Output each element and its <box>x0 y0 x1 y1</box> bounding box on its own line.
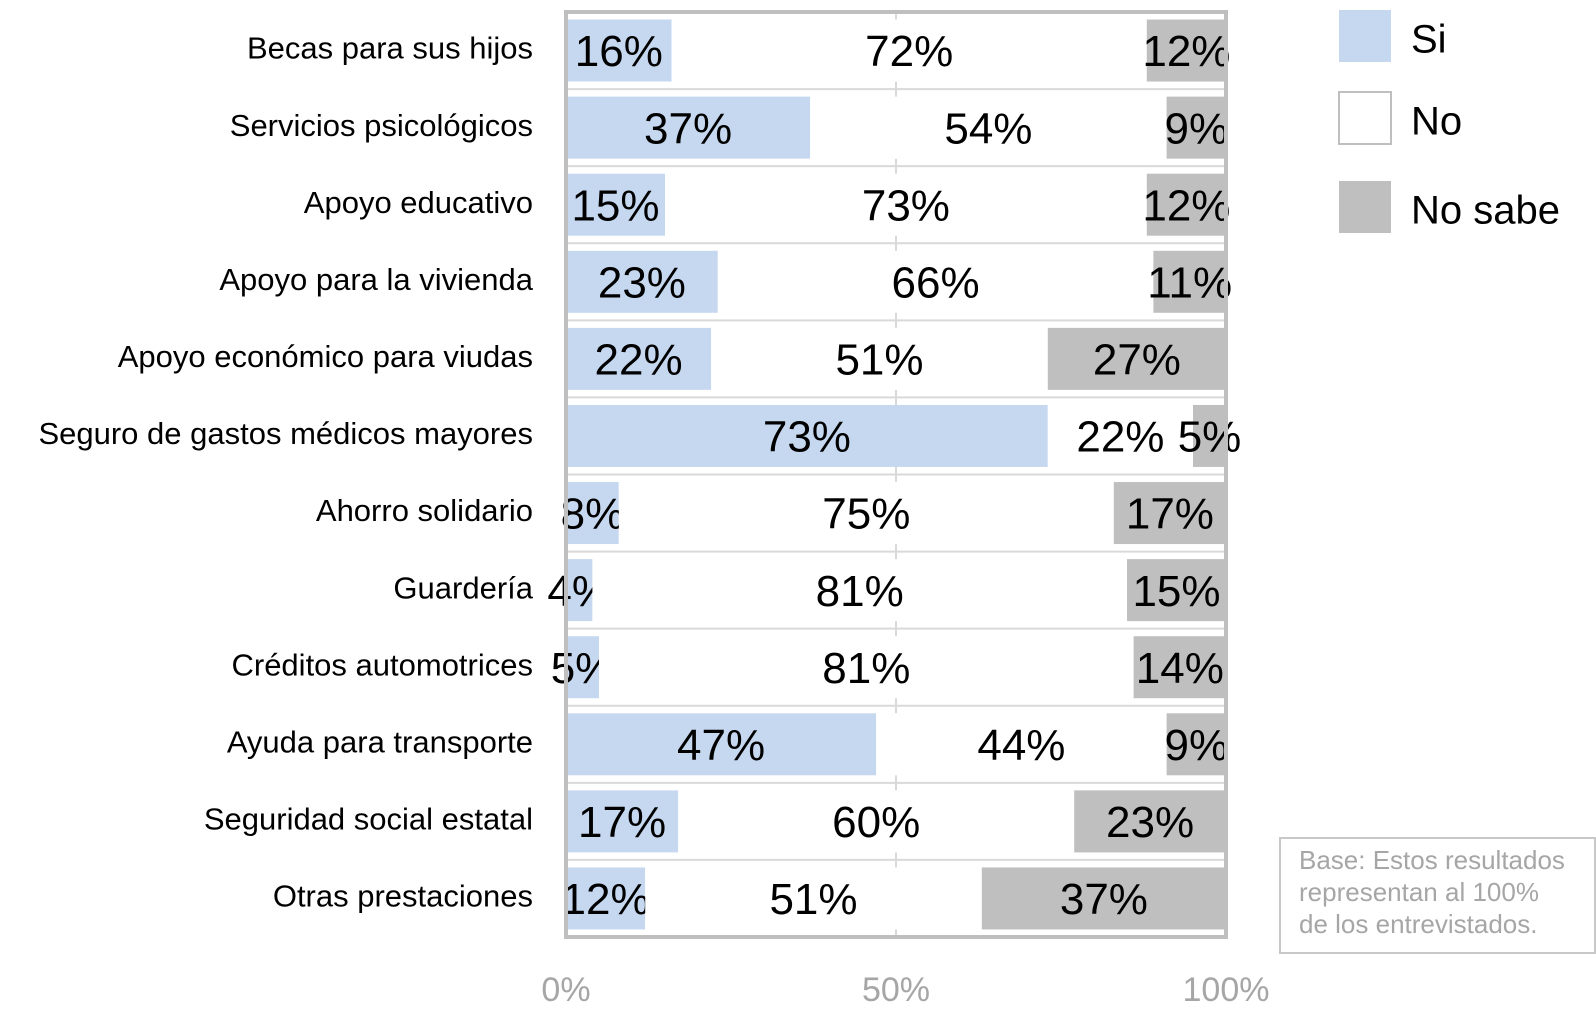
data-label: 75% <box>822 490 910 539</box>
bar-segment <box>1133 636 1226 699</box>
data-label: 12% <box>1142 181 1230 230</box>
y-tick-label: Apoyo para la vivienda <box>219 262 533 297</box>
bar-segment <box>665 173 1147 236</box>
note-box <box>1279 837 1596 954</box>
data-label: 51% <box>835 336 923 385</box>
bar-segment <box>1166 96 1226 159</box>
data-label: 17% <box>578 798 666 847</box>
data-label: 81% <box>816 567 904 616</box>
bar-segment <box>678 790 1075 853</box>
bar-segment <box>566 636 599 699</box>
note-text: Base: Estos resultados <box>1299 845 1565 875</box>
data-label: 73% <box>862 181 950 230</box>
data-label: 9% <box>1165 104 1229 153</box>
note-text: de los entrevistados. <box>1299 909 1537 939</box>
legend-label: Si <box>1411 18 1447 62</box>
data-label: 37% <box>1060 875 1148 924</box>
bar-segment <box>592 559 1127 622</box>
bar-segment <box>981 867 1226 930</box>
y-tick-label: Otras prestaciones <box>273 879 533 914</box>
data-label: 81% <box>822 644 910 693</box>
bar-segment <box>1074 790 1226 853</box>
y-tick-label: Ahorro solidario <box>316 493 533 528</box>
data-label: 27% <box>1093 336 1181 385</box>
data-label: 54% <box>944 104 1032 153</box>
x-tick-label: 0% <box>541 971 590 1009</box>
bar-segment <box>671 19 1147 82</box>
bar-segment <box>810 96 1167 159</box>
y-tick-label: Ayuda para transporte <box>227 724 533 759</box>
x-tick-label: 50% <box>862 971 930 1009</box>
data-label: 60% <box>832 798 920 847</box>
bar-segment <box>876 713 1167 776</box>
y-tick-label: Servicios psicológicos <box>230 108 533 143</box>
data-label: 14% <box>1136 644 1224 693</box>
bar-segment <box>618 482 1114 545</box>
note-text: representan al 100% <box>1299 877 1539 907</box>
data-label: 5% <box>1178 413 1242 462</box>
data-label: 15% <box>1132 567 1220 616</box>
bar-segment <box>1153 250 1226 313</box>
y-tick-label: Seguro de gastos médicos mayores <box>38 416 533 451</box>
x-tick-label: 100% <box>1183 971 1270 1009</box>
bar-segment <box>566 404 1048 467</box>
data-label: 11% <box>1147 258 1232 307</box>
bar-segment <box>645 867 982 930</box>
bar-segment <box>1047 404 1193 467</box>
data-label: 72% <box>865 27 953 76</box>
data-label: 17% <box>1126 490 1214 539</box>
bar-segment <box>599 636 1134 699</box>
legend-label: No sabe <box>1411 189 1560 233</box>
data-label: 12% <box>1142 27 1230 76</box>
y-tick-label: Seguridad social estatal <box>204 802 533 837</box>
y-tick-label: Becas para sus hijos <box>247 31 533 66</box>
bar-segment <box>566 790 679 853</box>
bar-segment <box>1127 559 1226 622</box>
bar-segment <box>711 327 1048 390</box>
data-label: 73% <box>763 413 851 462</box>
bar-segment <box>566 327 712 390</box>
bar-segment <box>1166 713 1226 776</box>
legend-swatch <box>1339 10 1391 62</box>
bar-segment <box>566 19 672 82</box>
y-tick-label: Créditos automotrices <box>231 647 533 682</box>
legend-swatch <box>1338 91 1392 145</box>
data-label: 51% <box>769 875 857 924</box>
legend-label: No <box>1411 100 1462 144</box>
data-label: 8% <box>561 490 625 539</box>
plot-border <box>564 10 1228 939</box>
bar-segment <box>566 482 619 545</box>
data-label: 9% <box>1165 721 1229 770</box>
bar-segment <box>566 96 811 159</box>
data-label: 12% <box>562 875 650 924</box>
bar-segment <box>566 713 877 776</box>
data-label: 47% <box>677 721 765 770</box>
y-tick-label: Guardería <box>393 570 533 605</box>
data-label: 37% <box>644 104 732 153</box>
bar-segment <box>717 250 1154 313</box>
bar-segment <box>1146 19 1226 82</box>
data-label: 22% <box>1076 413 1164 462</box>
data-label: 23% <box>1106 798 1194 847</box>
bar-segment <box>1113 482 1226 545</box>
data-label: 15% <box>571 181 659 230</box>
bar-segment <box>566 173 665 236</box>
bar-segment <box>1193 404 1226 467</box>
legend-swatch <box>1339 181 1391 233</box>
data-label: 66% <box>892 258 980 307</box>
y-tick-label: Apoyo educativo <box>304 185 533 220</box>
bar-segment <box>566 867 646 930</box>
bar-segment <box>1047 327 1226 390</box>
data-label: 44% <box>977 721 1065 770</box>
data-label: 22% <box>595 336 683 385</box>
data-label: 23% <box>598 258 686 307</box>
bar-segment <box>566 250 718 313</box>
data-label: 16% <box>575 27 663 76</box>
bar-segment <box>1146 173 1226 236</box>
bar-segment <box>566 559 593 622</box>
y-tick-label: Apoyo económico para viudas <box>118 339 533 374</box>
